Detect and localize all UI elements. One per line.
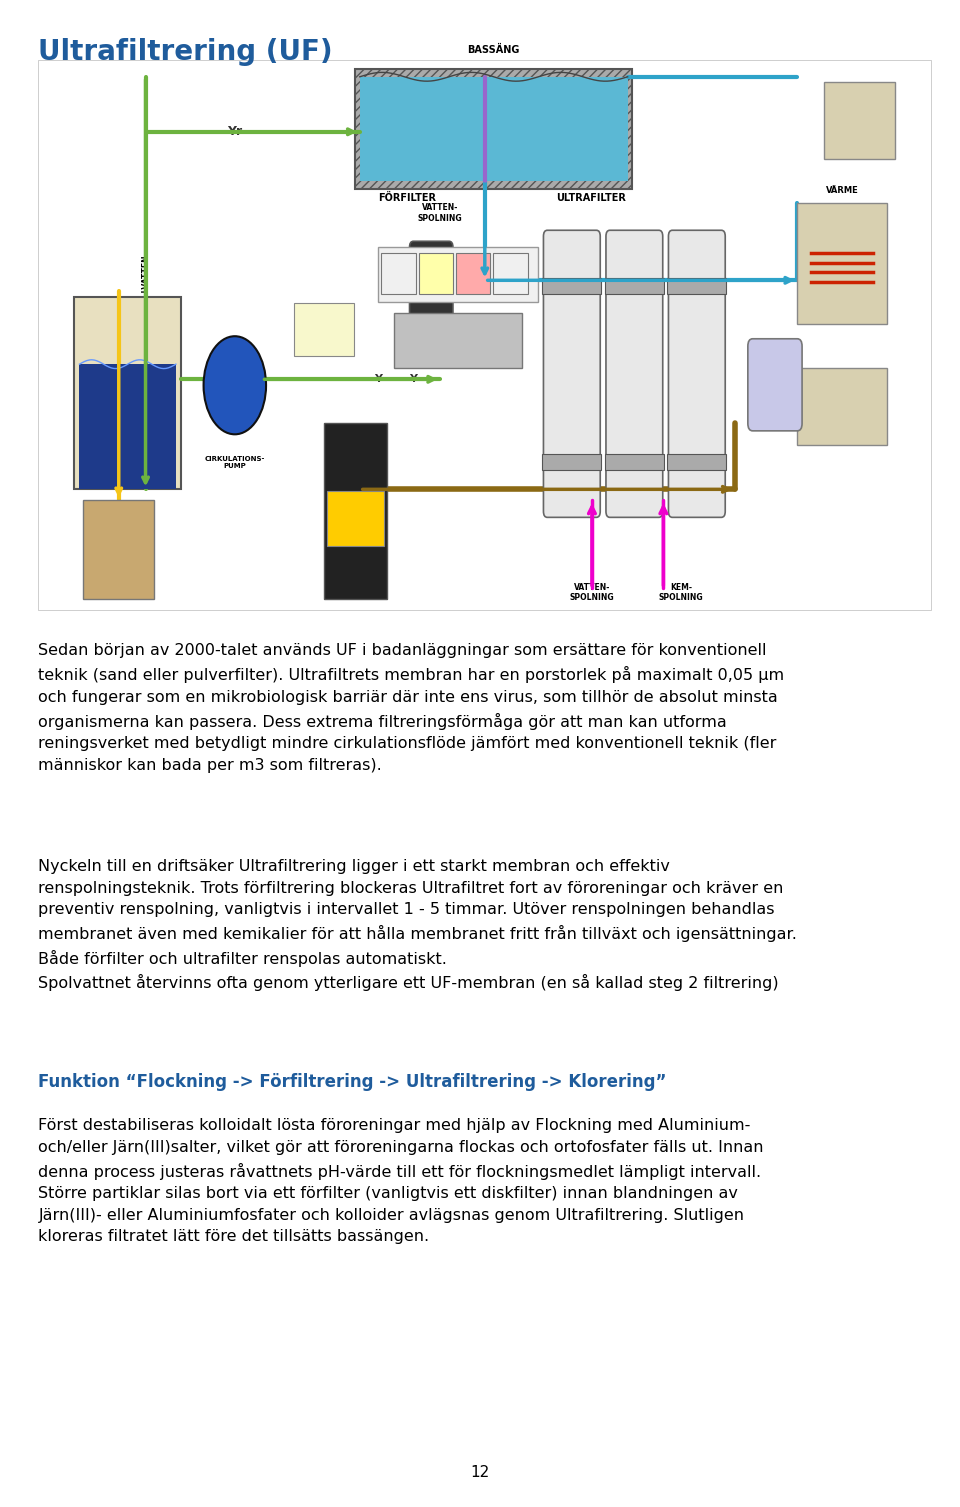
Text: KLOR: KLOR xyxy=(849,136,872,143)
Text: VÄRME: VÄRME xyxy=(826,185,858,194)
Text: FYLLVATTEN: FYLLVATTEN xyxy=(141,255,150,306)
Text: DINUF
POOL: DINUF POOL xyxy=(629,363,639,384)
Bar xyxy=(377,247,539,303)
Bar xyxy=(394,313,522,368)
Text: Funktion “Flockning -> Förfiltrering -> Ultrafiltrering -> Klorering”: Funktion “Flockning -> Förfiltrering -> … xyxy=(38,1073,667,1091)
Text: CIRKULATIONS-
PUMP: CIRKULATIONS- PUMP xyxy=(204,457,265,469)
Bar xyxy=(797,368,886,446)
Bar xyxy=(83,500,155,600)
Bar xyxy=(824,83,896,160)
FancyBboxPatch shape xyxy=(606,231,662,517)
Text: Nyckeln till en driftsäker Ultrafiltrering ligger i ett starkt membran och effek: Nyckeln till en driftsäker Ultrafiltreri… xyxy=(38,859,797,992)
Bar xyxy=(38,60,931,610)
Text: AKTIVT
KOLPULVER: AKTIVT KOLPULVER xyxy=(338,512,373,524)
FancyBboxPatch shape xyxy=(456,253,491,294)
Text: FÖRFILTER: FÖRFILTER xyxy=(377,193,436,203)
FancyBboxPatch shape xyxy=(295,303,353,356)
Text: VATTEN-
SPOLNING: VATTEN- SPOLNING xyxy=(569,583,614,603)
Bar xyxy=(605,454,663,470)
Bar xyxy=(80,365,176,490)
Bar xyxy=(355,69,633,188)
FancyBboxPatch shape xyxy=(668,231,725,517)
FancyBboxPatch shape xyxy=(327,491,383,546)
Bar xyxy=(74,297,181,490)
Text: ULTRAFILTER: ULTRAFILTER xyxy=(556,193,626,203)
Text: Y: Y xyxy=(409,374,418,384)
Bar xyxy=(360,77,628,181)
Bar xyxy=(542,277,601,294)
FancyBboxPatch shape xyxy=(419,253,453,294)
Text: Yr: Yr xyxy=(228,125,242,139)
Text: UV: UV xyxy=(806,380,821,389)
FancyBboxPatch shape xyxy=(543,231,600,517)
Text: Rx: Rx xyxy=(468,270,479,279)
Circle shape xyxy=(204,336,266,434)
Text: Cl: Cl xyxy=(395,270,402,279)
Text: KEM-
SPOLNING: KEM- SPOLNING xyxy=(659,583,704,603)
Bar xyxy=(667,454,727,470)
Text: 150: 150 xyxy=(317,327,331,333)
Text: BASSÄNG: BASSÄNG xyxy=(468,45,520,54)
Bar xyxy=(797,203,886,324)
FancyBboxPatch shape xyxy=(381,253,416,294)
Text: SYRA: SYRA xyxy=(830,420,853,429)
Bar xyxy=(324,423,387,600)
Text: pH: pH xyxy=(430,270,442,279)
Bar xyxy=(667,277,727,294)
Text: Y: Y xyxy=(373,374,382,384)
Text: DINUF
POOL: DINUF POOL xyxy=(566,363,577,384)
Bar xyxy=(605,277,663,294)
Text: Sedan början av 2000-talet används UF i badanläggningar som ersättare för konven: Sedan början av 2000-talet används UF i … xyxy=(38,643,784,773)
Text: FLOCK: FLOCK xyxy=(106,567,132,573)
Text: DINUF
POOL: DINUF POOL xyxy=(691,363,702,384)
Text: 12: 12 xyxy=(470,1465,490,1480)
FancyBboxPatch shape xyxy=(493,253,528,294)
Bar xyxy=(542,454,601,470)
Text: VATTEN-
SPOLNING: VATTEN- SPOLNING xyxy=(418,203,463,223)
FancyBboxPatch shape xyxy=(748,339,803,431)
Text: UTJ. TANK: UTJ. TANK xyxy=(105,511,151,520)
Text: Ultrafiltrering (UF): Ultrafiltrering (UF) xyxy=(38,38,333,66)
FancyBboxPatch shape xyxy=(410,241,453,363)
Text: Först destabiliseras kolloidalt lösta föroreningar med hjälp av Flockning med Al: Först destabiliseras kolloidalt lösta fö… xyxy=(38,1118,764,1245)
Text: Cl-N: Cl-N xyxy=(502,270,519,279)
